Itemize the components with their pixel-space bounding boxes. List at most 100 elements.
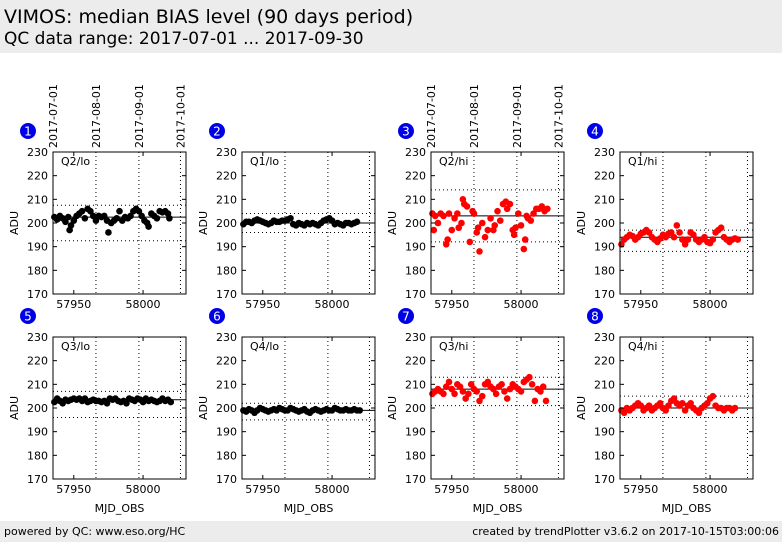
panel-label: Q4/hi	[628, 340, 657, 353]
y-tick-label: 190	[27, 426, 48, 439]
panel-number: 6	[213, 310, 221, 324]
data-point	[451, 390, 458, 398]
date-tick-label: 2017-10-01	[174, 84, 187, 148]
data-point	[470, 210, 478, 217]
panel-number: 1	[24, 125, 32, 139]
x-tick-label: 58000	[693, 298, 728, 311]
panel-label: Q2/lo	[61, 155, 90, 168]
y-tick-label: 230	[594, 331, 615, 344]
y-tick-label: 170	[405, 473, 426, 486]
y-tick-label: 170	[594, 473, 615, 486]
data-point	[510, 231, 518, 239]
data-point	[512, 224, 519, 232]
x-tick-label: 58000	[315, 483, 350, 496]
data-point	[473, 388, 481, 395]
data-point	[116, 207, 123, 215]
y-tick-label: 230	[405, 331, 426, 344]
y-tick-label: 230	[27, 146, 48, 159]
data-point	[527, 217, 535, 224]
panel-label: Q3/lo	[61, 340, 90, 353]
x-tick-label: 57950	[623, 298, 658, 311]
date-tick-label: 2017-07-01	[47, 84, 60, 148]
data-point	[287, 214, 294, 222]
data-point	[709, 236, 717, 243]
y-tick-label: 210	[27, 378, 48, 391]
y-tick-label: 170	[27, 288, 48, 301]
data-point	[734, 236, 742, 243]
data-point	[506, 200, 514, 208]
data-point	[531, 397, 539, 405]
panel-5: 5 Q3/lo 170 180 190 200 210 220 230 57950 58000 ADU…	[8, 308, 187, 515]
y-tick-label: 190	[216, 241, 237, 254]
data-point	[491, 222, 499, 229]
y-tick-label: 170	[594, 288, 615, 301]
y-tick-label: 210	[405, 378, 426, 391]
x-tick-label: 57950	[245, 483, 280, 496]
x-axis-label: MJD_OBS	[662, 502, 712, 515]
y-axis-label: ADU	[386, 211, 399, 235]
data-point	[517, 388, 525, 395]
panel-6: 6 Q4/lo 170 180 190 200 210 220 230 57950 58000 ADU…	[197, 308, 376, 515]
y-tick-label: 190	[27, 241, 48, 254]
panel-badge	[209, 308, 225, 324]
data-point	[670, 233, 678, 241]
data-point	[459, 388, 467, 395]
y-axis-label: ADU	[197, 211, 210, 235]
panel-1: 1 Q2/lo 170 180 190 200 210 220 230 57950 58000 ADU…	[8, 84, 187, 311]
data-point	[520, 245, 528, 253]
data-point	[445, 210, 453, 217]
footer-created-by: created by trendPlotter v3.6.2 on 2017-1…	[472, 525, 779, 538]
data-point	[676, 229, 683, 236]
data-point	[166, 214, 173, 222]
panel-number: 5	[24, 310, 32, 324]
data-point	[717, 224, 725, 232]
y-axis-label: ADU	[197, 396, 210, 420]
y-tick-label: 190	[216, 426, 237, 439]
panel-label: Q4/lo	[250, 340, 279, 353]
date-tick-label: 2017-09-01	[511, 84, 524, 148]
data-point	[64, 213, 72, 221]
data-point	[444, 236, 451, 243]
data-point	[113, 214, 121, 222]
y-tick-label: 170	[216, 473, 237, 486]
data-point	[487, 214, 494, 222]
y-axis-label: ADU	[575, 396, 588, 420]
date-tick-label: 2017-10-01	[552, 84, 565, 148]
y-tick-label: 200	[216, 217, 237, 230]
data-point	[496, 217, 504, 224]
x-tick-label: 58000	[126, 483, 161, 496]
panel-2: 2 Q1/lo 170 180 190 200 210 220 230 57950 58000 ADU	[197, 123, 376, 311]
y-tick-label: 200	[594, 402, 615, 415]
data-point	[544, 205, 551, 213]
y-tick-label: 230	[216, 331, 237, 344]
y-tick-label: 220	[216, 355, 237, 368]
y-tick-label: 210	[594, 378, 615, 391]
y-tick-label: 220	[594, 355, 615, 368]
data-point	[478, 392, 486, 400]
y-tick-label: 230	[405, 146, 426, 159]
panel-number: 4	[591, 125, 599, 139]
panel-number: 3	[402, 125, 410, 139]
plot-frame	[430, 151, 565, 295]
y-tick-label: 170	[405, 288, 426, 301]
y-tick-label: 220	[27, 170, 48, 183]
data-point	[481, 233, 489, 241]
plot-frame	[430, 336, 565, 480]
y-tick-label: 200	[405, 217, 426, 230]
data-point	[356, 407, 364, 414]
data-point	[731, 404, 739, 412]
data-point	[528, 381, 536, 388]
panel-badge	[20, 308, 36, 324]
header-bar: VIMOS: median BIAS level (90 days period…	[0, 0, 782, 53]
y-tick-label: 220	[405, 355, 426, 368]
y-tick-label: 190	[594, 426, 615, 439]
x-axis-label: MJD_OBS	[473, 502, 523, 515]
y-tick-label: 220	[405, 170, 426, 183]
data-point	[539, 383, 547, 391]
data-point	[153, 214, 161, 222]
panel-number: 8	[591, 310, 599, 324]
x-tick-label: 57950	[56, 298, 91, 311]
data-point	[465, 390, 472, 398]
x-axis-label: MJD_OBS	[284, 502, 334, 515]
x-tick-label: 58000	[504, 483, 539, 496]
